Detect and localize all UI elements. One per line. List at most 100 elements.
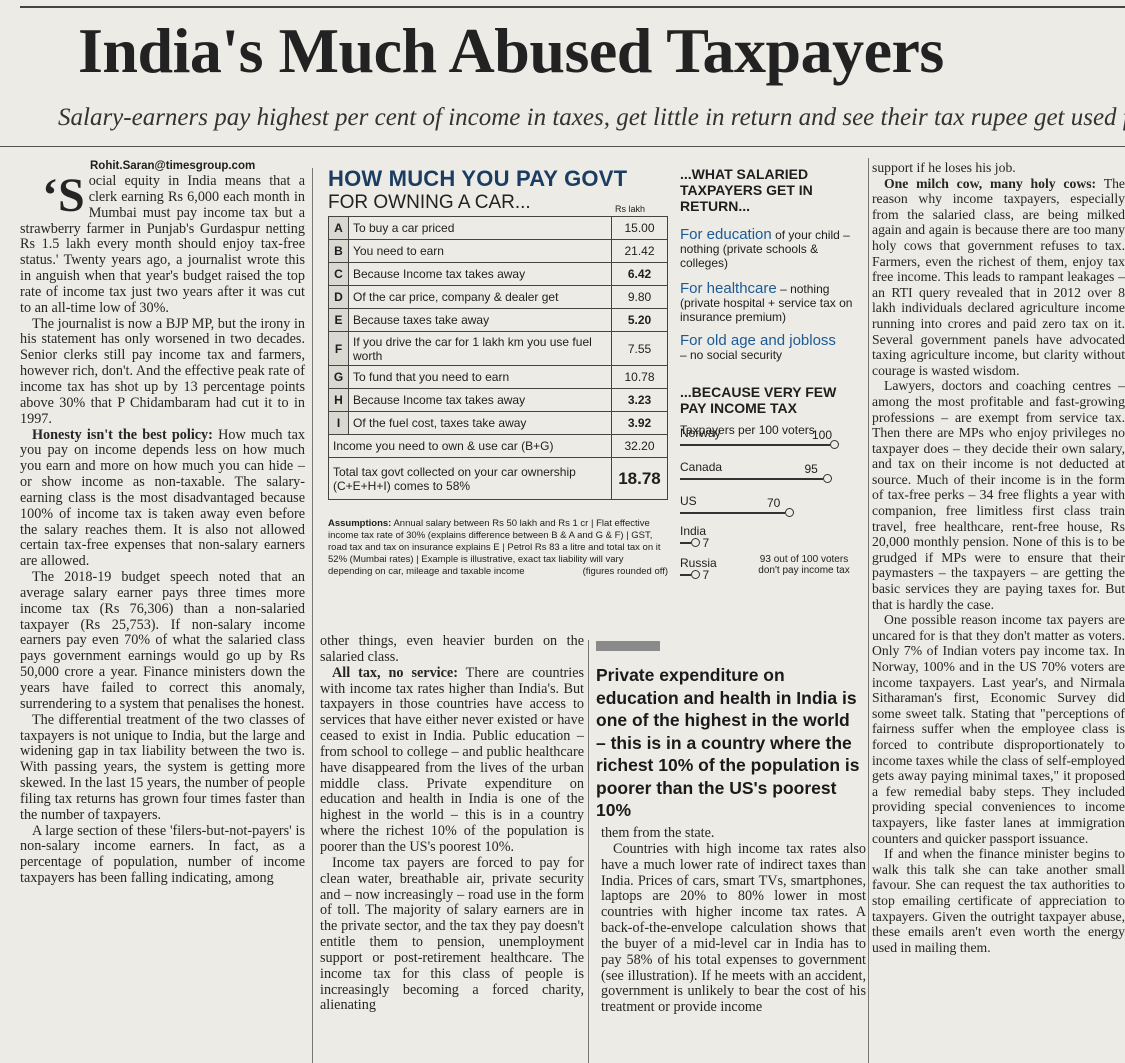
row-key: D — [328, 285, 349, 309]
car-tax-infobox: HOW MUCH YOU PAY GOVT FOR OWNING A CAR..… — [320, 158, 870, 628]
country-value: 7 — [702, 568, 710, 582]
table-row: D Of the car price, company & dealer get 9… — [328, 285, 668, 309]
assumptions-lead: Assumptions: — [328, 518, 392, 529]
country-value: 100 — [812, 428, 833, 442]
paragraph: The 2018-19 budget speech noted that an … — [20, 569, 305, 712]
bar-end-marker — [822, 473, 832, 483]
row-label: To fund that you need to earn — [348, 365, 612, 389]
paragraph: If and when the finance minister begins … — [872, 846, 1125, 955]
income-value: 32.20 — [611, 434, 668, 458]
country-bar — [680, 542, 691, 544]
old-age-item: For old age and jobloss – no social secur… — [680, 333, 865, 362]
assumptions-text: Annual salary between Rs 50 lakh and Rs … — [328, 518, 661, 577]
article-column-3: them from the state. Countries with high… — [601, 826, 866, 1063]
column-divider — [588, 640, 589, 1063]
row-key: E — [328, 308, 349, 332]
paragraph-text: There are countries with income tax rate… — [320, 664, 584, 855]
assumptions-note: Assumptions: Annual salary between Rs 50… — [328, 518, 668, 578]
subheadline: Salary-earners pay highest per cent of i… — [58, 104, 1125, 131]
get-in-return-heading: ...WHAT SALARIED TAXPAYERS GET IN RETURN… — [680, 166, 813, 214]
column-divider — [312, 168, 313, 1063]
taxpayers-per-100-label: Taxpayers per 100 voters — [680, 423, 815, 437]
row-label: Of the fuel cost, taxes take away — [348, 411, 612, 435]
row-value: 9.80 — [611, 285, 668, 309]
row-label: Because taxes take away — [348, 308, 612, 332]
top-rule — [20, 6, 1125, 8]
healthcare-item: For healthcare – nothing (private hospit… — [680, 280, 865, 324]
table-row: I Of the fuel cost, taxes take away 3.92 — [328, 411, 668, 435]
article-column-1: ‘S ocial equity in India means that a cl… — [20, 174, 305, 1063]
row-key: H — [328, 388, 349, 412]
country-value: 7 — [702, 536, 710, 550]
total-label: Total tax govt collected on your car own… — [328, 457, 612, 500]
row-value: 3.23 — [611, 388, 668, 412]
country-bar — [680, 478, 823, 480]
row-key: A — [328, 216, 349, 240]
row-label: If you drive the car for 1 lakh km you u… — [348, 331, 612, 366]
table-row: B You need to earn 21.42 — [328, 239, 668, 263]
paragraph-text: The reason why income taxpayers, especia… — [872, 175, 1125, 378]
figures-rounded-note: (figures rounded off) — [582, 566, 668, 577]
paragraph: The differential treatment of the two cl… — [20, 711, 305, 823]
row-value: 6.42 — [611, 262, 668, 286]
section-lead: One milch cow, many holy cows: — [884, 175, 1097, 191]
table-row: A To buy a car priced 15.00 — [328, 216, 668, 240]
paragraph: One milch cow, many holy cows: The reaso… — [872, 176, 1125, 379]
few-pay-heading: ...BECAUSE VERY FEW PAY INCOME TAX — [680, 384, 837, 416]
paragraph: Income tax payers are forced to pay for … — [320, 854, 584, 1014]
row-value: 15.00 — [611, 216, 668, 240]
table-row: F If you drive the car for 1 lakh km you … — [328, 331, 668, 366]
column-divider — [868, 158, 869, 1063]
headline: India's Much Abused Taxpayers — [78, 15, 944, 86]
country-bar — [680, 574, 691, 576]
section-lead: Honesty isn't the best policy: — [32, 426, 213, 443]
row-label: Of the car price, company & dealer get — [348, 285, 612, 309]
table-row-income: Income you need to own & use car (B+G) 32… — [328, 434, 668, 458]
row-value: 21.42 — [611, 239, 668, 263]
paragraph: A large section of these 'filers-but-not… — [20, 822, 305, 887]
byline: Rohit.Saran@timesgroup.com — [90, 160, 256, 172]
paragraph: other things, even heavier burden on the… — [320, 634, 584, 665]
row-label: To buy a car priced — [348, 216, 612, 240]
education-item: For education of your child – nothing (p… — [680, 227, 865, 270]
paragraph: All tax, no service: There are countries… — [320, 664, 584, 856]
country-bar — [680, 444, 830, 446]
paragraph: support if he loses his job. — [872, 160, 1016, 175]
country-label: Norway — [680, 426, 721, 440]
row-value: 10.78 — [611, 365, 668, 389]
row-label: Because Income tax takes away — [348, 388, 612, 412]
old-age-text: – no social security — [680, 348, 783, 362]
row-key: C — [328, 262, 349, 286]
bar-end-marker — [690, 569, 700, 579]
row-label: Because Income tax takes away — [348, 262, 612, 286]
paragraph: them from the state. — [601, 826, 715, 841]
article-column-2: other things, even heavier burden on the… — [320, 634, 584, 1063]
ninety-three-note: 93 out of 100 voters don't pay income ta… — [758, 554, 850, 576]
section-lead: All tax, no service: — [332, 664, 458, 681]
row-key: B — [328, 239, 349, 263]
row-key: G — [328, 365, 349, 389]
paragraph: Countries with high income tax rates als… — [601, 840, 866, 1016]
car-tax-table: A To buy a car priced 15.00 B You need to ea… — [328, 216, 668, 500]
healthcare-lead: For healthcare — [680, 280, 777, 297]
table-row: G To fund that you need to earn 10.78 — [328, 365, 668, 389]
income-label: Income you need to own & use car (B+G) — [328, 434, 612, 458]
unit-label: Rs lakh — [615, 204, 646, 214]
bar-end-marker — [690, 537, 700, 547]
row-label: You need to earn — [348, 239, 612, 263]
row-value: 7.55 — [611, 331, 668, 366]
infobox-subtitle: FOR OWNING A CAR... — [328, 192, 531, 213]
bar-end-marker — [830, 439, 839, 449]
paragraph: The journalist is now a BJP MP, but the … — [20, 315, 305, 427]
subheadline-rule — [0, 146, 1125, 147]
country-value: 70 — [767, 496, 781, 510]
row-key: F — [328, 331, 349, 366]
total-value: 18.78 — [611, 457, 668, 500]
row-value: 3.92 — [611, 411, 668, 435]
paragraph: Lawyers, doctors and coaching centres – … — [872, 378, 1125, 612]
country-label: Russia — [680, 556, 717, 570]
healthcare-text: – nothing (private hospital + service ta… — [680, 282, 853, 324]
bar-end-marker — [785, 507, 794, 517]
article-column-4: support if he loses his job. One milch c… — [872, 160, 1125, 1063]
country-label: Canada — [680, 460, 723, 474]
